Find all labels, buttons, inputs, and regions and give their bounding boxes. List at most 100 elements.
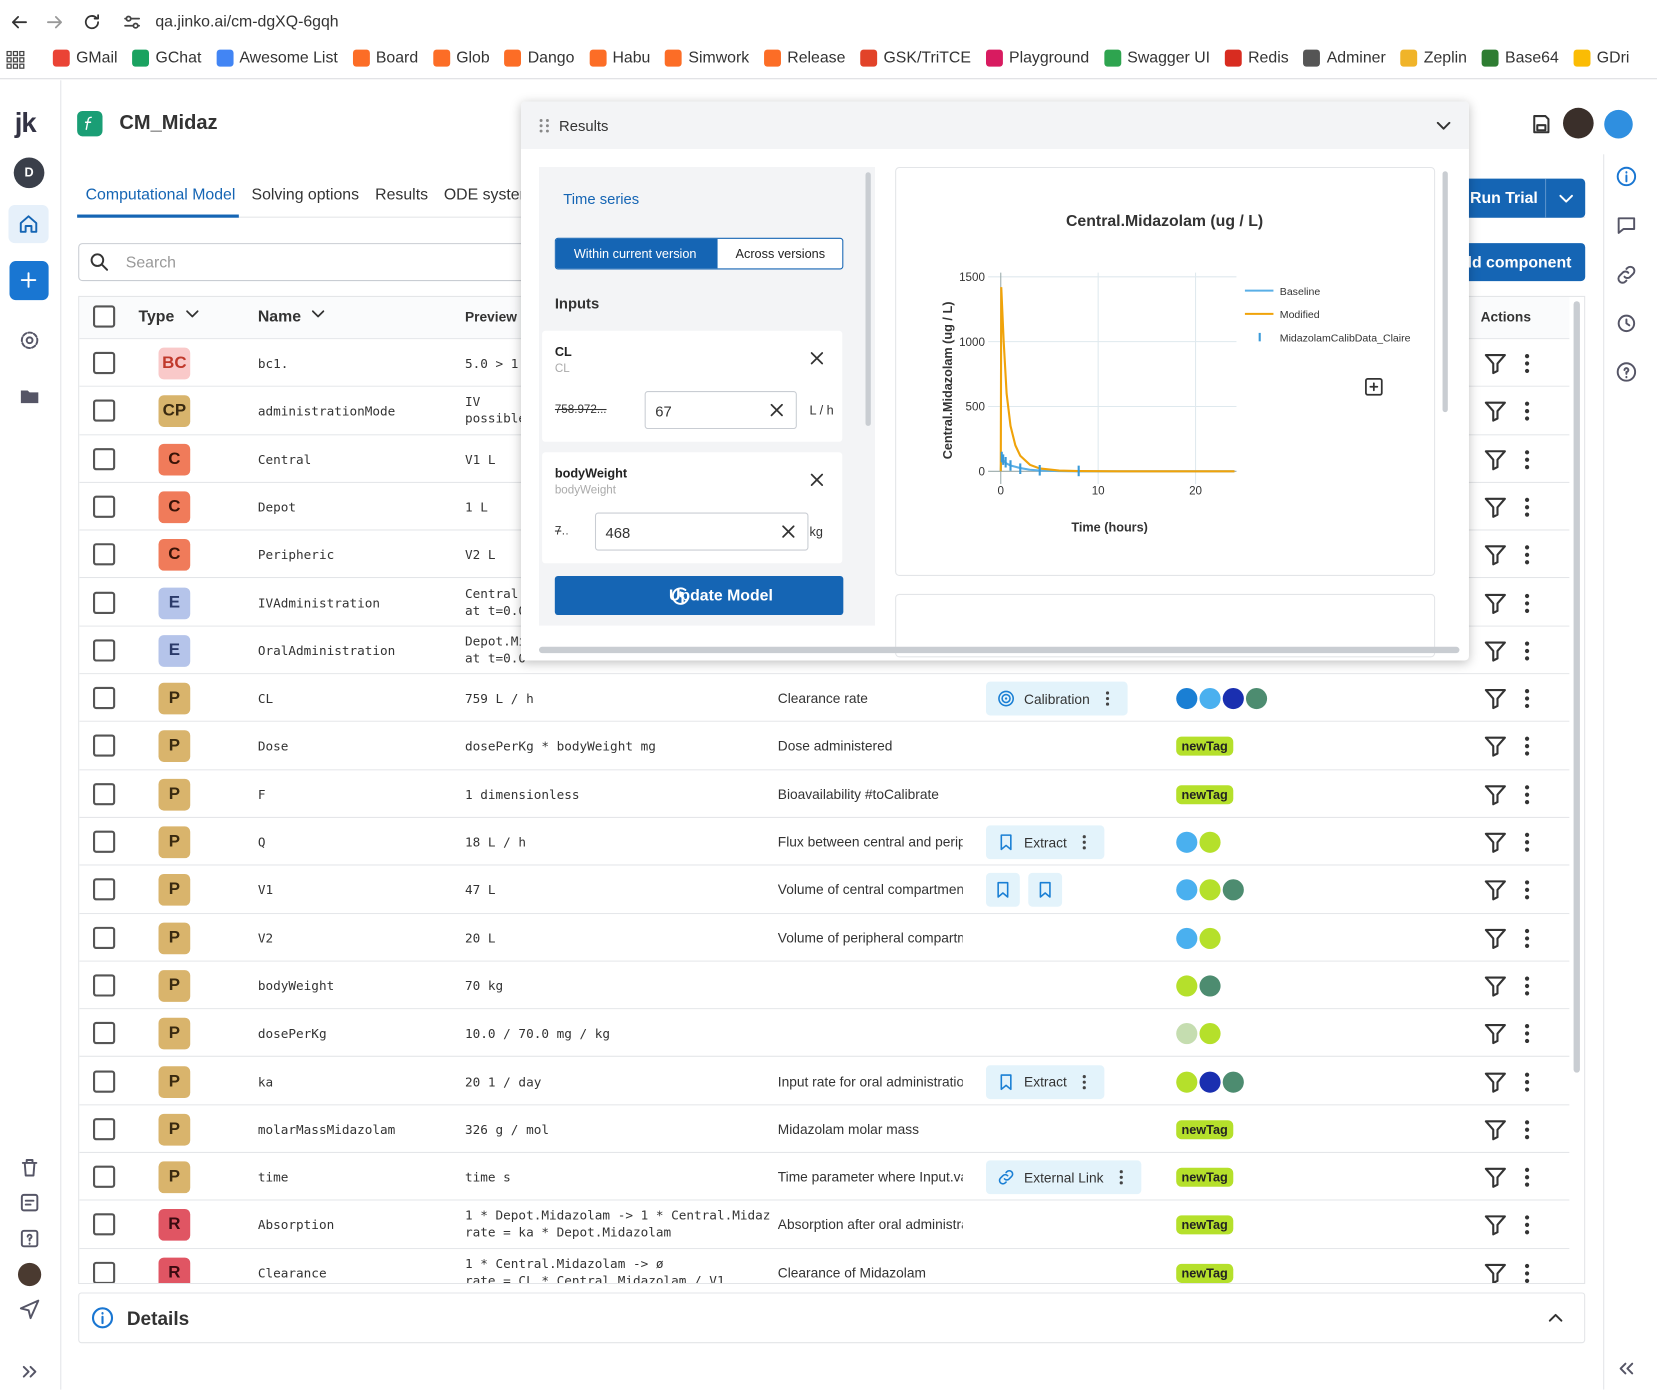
filter-icon[interactable] [1483, 351, 1508, 376]
remove-input[interactable] [806, 348, 827, 369]
tag-dot[interactable] [1199, 1071, 1221, 1093]
row-menu[interactable] [1514, 638, 1539, 663]
tag[interactable]: newTag [1176, 1119, 1234, 1140]
tag-dot[interactable] [1176, 688, 1198, 710]
home-icon[interactable] [17, 212, 40, 235]
row-menu[interactable] [1514, 925, 1539, 950]
row-menu[interactable] [1514, 399, 1539, 424]
expand-icon[interactable] [18, 1360, 41, 1383]
user-photo[interactable] [1563, 107, 1594, 139]
row-menu[interactable] [1514, 494, 1539, 519]
trash-icon[interactable] [18, 1156, 41, 1179]
tag-dot[interactable] [1222, 688, 1244, 710]
bookmark[interactable]: Adminer [1303, 49, 1386, 67]
table-row[interactable]: P V2 20 L Volume of peripheral compartme [79, 913, 1570, 962]
filter-icon[interactable] [1483, 877, 1508, 902]
row-checkbox[interactable] [92, 974, 116, 997]
chip-body[interactable]: Extract [985, 825, 1105, 860]
row-menu[interactable] [1514, 590, 1539, 615]
notes-icon[interactable] [18, 1191, 41, 1214]
row-checkbox[interactable] [92, 495, 116, 518]
chip-body[interactable] [1028, 873, 1063, 908]
row-checkbox[interactable] [92, 447, 116, 470]
row-checkbox[interactable] [92, 639, 116, 662]
filter-icon[interactable] [1483, 638, 1508, 663]
row-menu[interactable] [1514, 1021, 1539, 1046]
chip-menu[interactable] [1098, 689, 1117, 708]
row-menu[interactable] [1514, 1117, 1539, 1142]
tag-dot[interactable] [1176, 975, 1198, 997]
filter-icon[interactable] [1483, 782, 1508, 807]
add-input[interactable] [1363, 376, 1384, 397]
help-icon[interactable] [1615, 360, 1638, 383]
chip-body[interactable]: Extract [985, 1064, 1105, 1099]
table-row[interactable]: P V1 47 L Volume of central compartment [79, 865, 1570, 914]
filter-icon[interactable] [1483, 830, 1508, 855]
tab[interactable]: ODE system [443, 185, 533, 204]
row-menu[interactable] [1514, 877, 1539, 902]
bookmark[interactable]: Base64 [1481, 49, 1559, 67]
row-checkbox[interactable] [92, 1165, 116, 1188]
url[interactable]: qa.jinko.ai/cm-dgXQ-6gqh [155, 12, 339, 31]
tab[interactable]: Solving options [251, 185, 360, 204]
tag-dot[interactable] [1245, 688, 1268, 710]
chip-menu[interactable] [1075, 1072, 1094, 1091]
tag-dot[interactable] [1176, 831, 1198, 853]
row-checkbox[interactable] [92, 591, 116, 614]
bookmark[interactable]: Redis [1224, 49, 1289, 67]
filter-icon[interactable] [1483, 1069, 1508, 1094]
filter-icon[interactable] [1483, 542, 1508, 567]
filter-icon[interactable] [1483, 1165, 1508, 1190]
tag-dot[interactable] [1176, 927, 1198, 949]
row-menu[interactable] [1514, 447, 1539, 472]
name-sort[interactable] [308, 303, 329, 324]
tag-dot[interactable] [1176, 1023, 1198, 1045]
bookmark[interactable]: GChat [132, 49, 201, 67]
tag-dot[interactable] [1199, 1023, 1221, 1045]
row-menu[interactable] [1514, 782, 1539, 807]
user-avatar[interactable]: D [13, 157, 45, 189]
tag[interactable]: newTag [1176, 1263, 1234, 1283]
run-dropdown[interactable] [1555, 187, 1578, 210]
tag-dot[interactable] [1176, 1071, 1198, 1093]
bookmark[interactable]: GSK/TriTCE [860, 49, 971, 67]
tag-dot[interactable] [1176, 879, 1198, 901]
filter-icon[interactable] [1483, 494, 1508, 519]
filter-icon[interactable] [1483, 399, 1508, 424]
type-sort[interactable] [182, 303, 203, 324]
row-menu[interactable] [1514, 686, 1539, 711]
tab[interactable]: Results [375, 185, 429, 204]
chip-menu[interactable] [1112, 1168, 1131, 1187]
history-icon[interactable] [1615, 312, 1638, 335]
assistant-button[interactable] [1604, 109, 1633, 139]
bookmark[interactable]: Glob [432, 49, 490, 67]
table-row[interactable]: P F 1 dimensionless Bioavailability #toCali… [79, 770, 1570, 818]
filter-icon[interactable] [1483, 973, 1508, 998]
tag-dot[interactable] [1222, 1071, 1244, 1093]
panel-collapse[interactable] [1432, 114, 1455, 137]
row-checkbox[interactable] [92, 926, 116, 949]
table-row[interactable]: R Absorption 1 * Depot.Midazolam -> 1 * Ce… [79, 1200, 1570, 1249]
update-model-button[interactable]: Update Model [554, 575, 844, 616]
bookmark[interactable]: Zeplin [1400, 49, 1467, 67]
filter-icon[interactable] [1483, 686, 1508, 711]
profile-avatar[interactable] [17, 1262, 42, 1287]
chip-body[interactable] [985, 873, 1020, 908]
row-checkbox[interactable] [92, 1261, 116, 1283]
bookmark[interactable]: Simwork [665, 49, 749, 67]
row-menu[interactable] [1514, 1260, 1539, 1284]
row-menu[interactable] [1514, 1213, 1539, 1238]
row-checkbox[interactable] [92, 734, 116, 758]
row-menu[interactable] [1514, 973, 1539, 998]
filter-icon[interactable] [1483, 1260, 1508, 1284]
header-checkbox[interactable] [92, 305, 116, 328]
forward-button[interactable] [44, 12, 65, 33]
row-checkbox[interactable] [92, 687, 116, 710]
filter-icon[interactable] [1483, 590, 1508, 615]
row-checkbox[interactable] [92, 399, 116, 422]
clear-value[interactable] [778, 521, 799, 542]
bookmark[interactable]: Playground [985, 49, 1089, 67]
